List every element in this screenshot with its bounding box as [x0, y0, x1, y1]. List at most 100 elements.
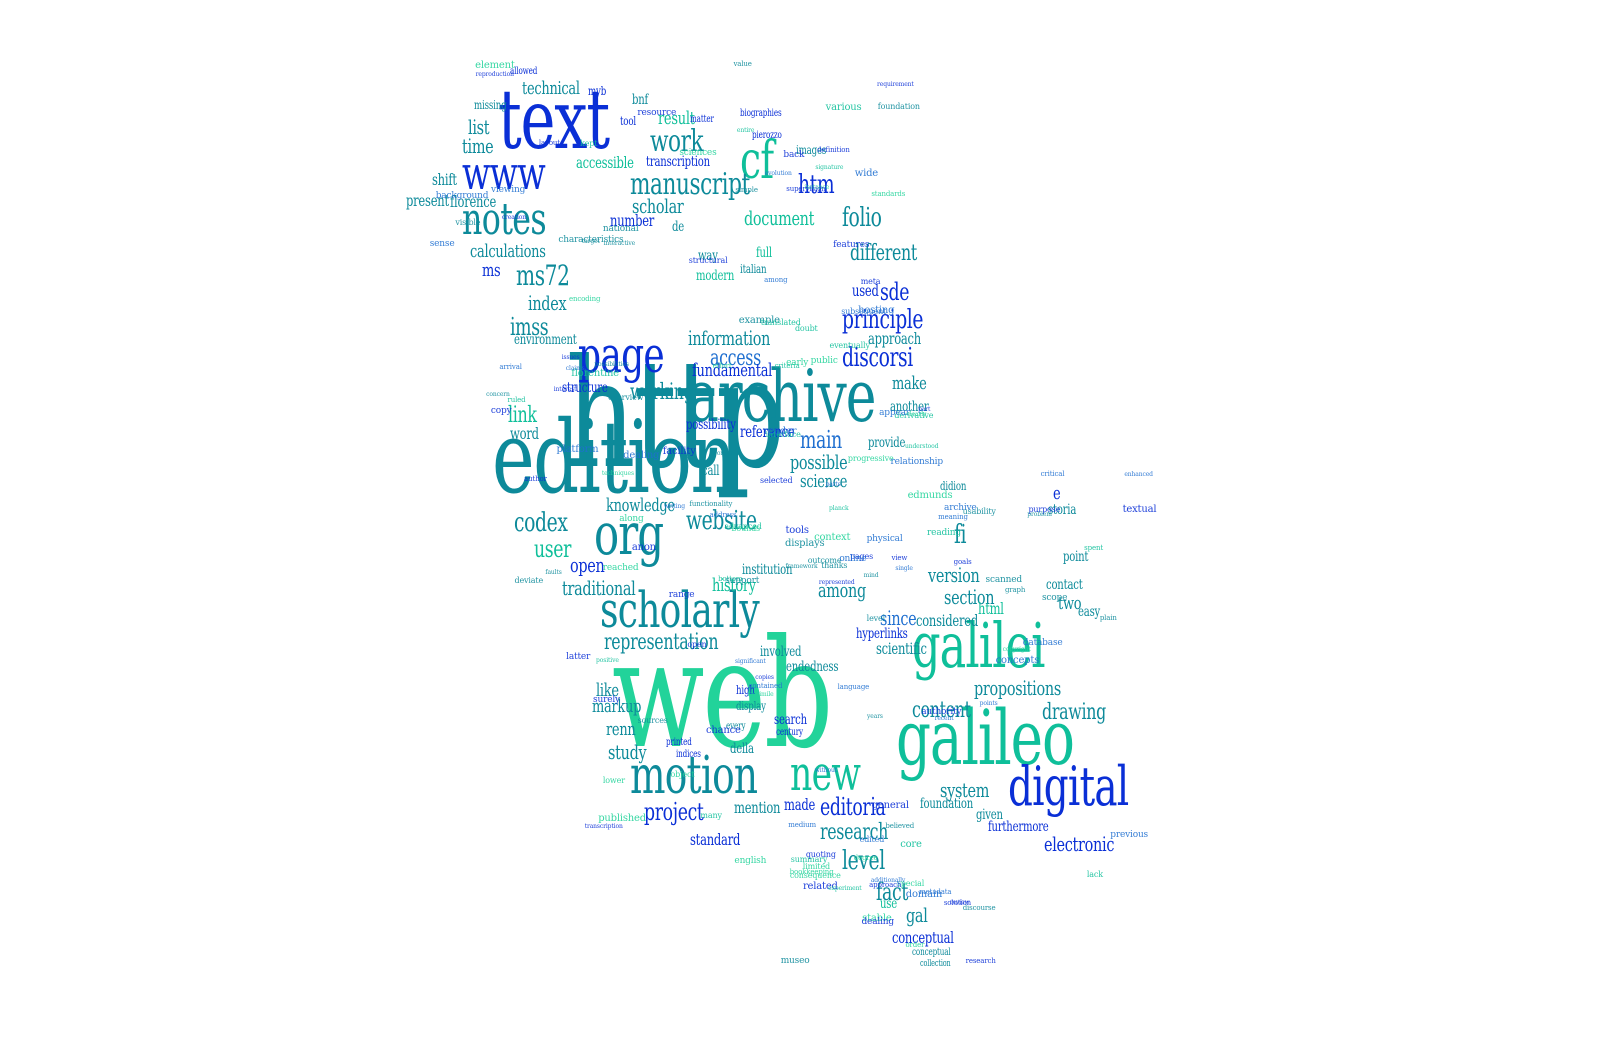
- cloud-word-small: visible: [455, 217, 481, 227]
- cloud-word-small: concern: [486, 390, 510, 398]
- cloud-word-small: early: [786, 358, 809, 369]
- cloud-word: result: [658, 108, 695, 129]
- cloud-word-small: museo: [780, 955, 810, 966]
- cloud-word-small: back: [783, 150, 805, 160]
- cloud-word: didion: [940, 479, 967, 493]
- cloud-word-small: sciences: [679, 148, 717, 159]
- cloud-word: present: [406, 191, 449, 210]
- cloud-word-small: features: [833, 239, 870, 250]
- cloud-word: allowed: [510, 66, 538, 77]
- cloud-word: like: [596, 680, 619, 701]
- cloud-word: conceptual: [892, 928, 954, 947]
- cloud-word-small: without: [814, 766, 838, 774]
- cloud-word-small: order: [905, 940, 925, 949]
- cloud-word: electronic: [1044, 832, 1115, 856]
- cloud-word-small: domain: [905, 888, 943, 900]
- cloud-word-small: review: [949, 898, 970, 906]
- cloud-word-small: purpose: [1028, 505, 1061, 515]
- cloud-word-small: characteristics: [558, 235, 624, 246]
- cloud-word: mention: [734, 798, 781, 817]
- cloud-word-small: contained: [748, 682, 783, 691]
- cloud-word-small: reader: [763, 425, 797, 437]
- cloud-word-small: arrival: [499, 362, 522, 371]
- cloud-word: involved: [760, 644, 802, 660]
- cloud-word-small: view: [891, 553, 908, 562]
- cloud-word: org: [594, 500, 664, 568]
- cloud-word-small: among: [764, 276, 788, 285]
- cloud-word: notes: [462, 194, 547, 245]
- cloud-word: standard: [690, 830, 741, 849]
- cloud-word: science: [800, 471, 848, 492]
- cloud-word-small: spent: [1084, 543, 1103, 552]
- cloud-word: discorsi: [842, 343, 913, 373]
- cloud-word: reference: [740, 422, 795, 441]
- cloud-word-small: framework: [785, 563, 818, 571]
- cloud-word: scientific: [876, 639, 927, 658]
- cloud-word-small: core: [900, 839, 922, 851]
- cloud-word-small: interest: [553, 386, 577, 394]
- cloud-word: conceptual: [912, 947, 951, 958]
- cloud-word-small: dealing: [623, 449, 660, 461]
- cloud-word-small: deviate: [514, 575, 544, 585]
- cloud-word-small: research: [965, 956, 996, 965]
- cloud-word: time: [462, 134, 494, 158]
- cloud-word-small: lower: [602, 776, 625, 786]
- cloud-word: scholar: [632, 194, 684, 218]
- cloud-word: de: [672, 219, 685, 235]
- cloud-word-small: goals: [953, 557, 972, 566]
- cloud-word-small: writing: [663, 503, 685, 511]
- cloud-word-small: scanned: [985, 574, 1023, 585]
- cloud-word: scholarly: [600, 581, 760, 639]
- cloud-word-small: anon: [631, 541, 656, 553]
- cloud-word-small: standards: [871, 190, 906, 199]
- cloud-word: user: [534, 535, 572, 563]
- cloud-word-small: recent: [934, 714, 954, 722]
- cloud-word: hyperlinks: [856, 626, 908, 642]
- cloud-word: use: [880, 896, 898, 912]
- cloud-word: display: [736, 699, 766, 713]
- cloud-word: html: [978, 599, 1004, 618]
- cloud-word-small: clearly: [906, 411, 927, 419]
- cloud-word: fi: [954, 520, 967, 550]
- cloud-word-small: interactive: [603, 240, 636, 248]
- cloud-word-small: techniques: [601, 470, 634, 478]
- cloud-word-small: metadata: [919, 887, 952, 896]
- cloud-word-small: advanced: [724, 522, 762, 532]
- cloud-word: propositions: [974, 676, 1061, 700]
- cloud-word-small: dealing: [861, 917, 894, 928]
- cloud-word: della: [730, 741, 754, 757]
- cloud-word: indices: [676, 749, 701, 760]
- cloud-word: myb: [588, 84, 607, 98]
- cloud-word: traditional: [562, 576, 636, 600]
- cloud-word: printed: [666, 737, 692, 748]
- cloud-word: matter: [690, 114, 714, 125]
- cloud-word-small: various: [825, 101, 862, 113]
- cloud-word-small: additionally: [870, 877, 906, 885]
- cloud-word-small: database: [1022, 637, 1063, 648]
- cloud-word-small: summary: [790, 854, 828, 864]
- cloud-word-small: doubt: [794, 324, 818, 334]
- cloud-word: http: [566, 328, 785, 502]
- cloud-word-small: relationship: [890, 457, 943, 468]
- cloud-word: htm: [798, 170, 835, 200]
- cloud-word-small: florentine: [571, 368, 619, 380]
- cloud-word: representation: [604, 630, 719, 655]
- cloud-word: given: [976, 807, 1003, 823]
- cloud-word: structure: [562, 380, 608, 396]
- cloud-word: folio: [842, 203, 882, 233]
- cloud-word-small: tools: [785, 524, 809, 536]
- cloud-word-small: chance: [705, 725, 741, 736]
- cloud-word: accessible: [576, 153, 634, 172]
- cloud-word: imss: [510, 313, 549, 341]
- cloud-word: galileo: [896, 693, 1075, 782]
- cloud-word-small: latter: [566, 651, 591, 662]
- cloud-word-small: textual: [1122, 503, 1157, 515]
- cloud-word-small: special: [896, 879, 925, 889]
- cloud-word: drawing: [1042, 700, 1106, 725]
- cloud-word-small: previous: [1110, 830, 1148, 841]
- cloud-word: among: [818, 578, 866, 602]
- cloud-word: possibility: [686, 417, 736, 433]
- cloud-word: search: [774, 712, 807, 728]
- cloud-word: open: [570, 553, 605, 577]
